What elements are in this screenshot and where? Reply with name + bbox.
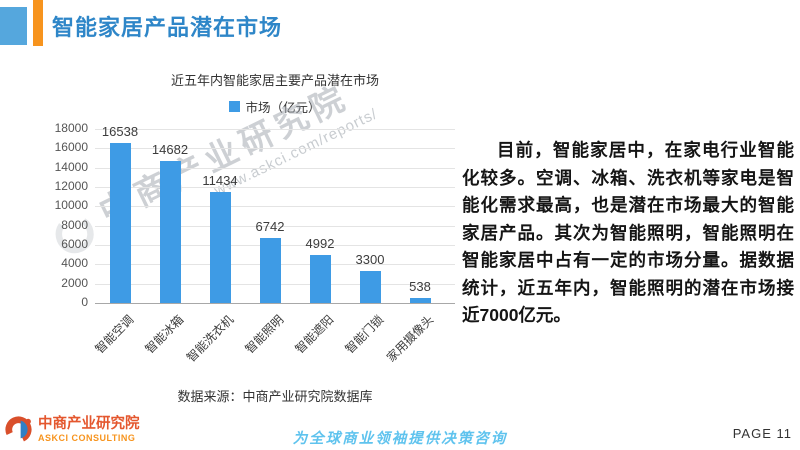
header-accent-blue-square [0,7,27,45]
legend-label: 市场（亿元） [245,101,321,115]
bar-value-label: 3300 [355,252,385,268]
bar [309,254,331,303]
gridline [95,167,455,169]
data-source-note: 数据来源：中商产业研究院数据库 [177,389,373,404]
company-logo: 中商产业研究院 ASKCI CONSULTING [5,416,140,443]
x-axis-label: 智能门锁 [342,312,387,357]
page-title: 智能家居产品潜在市场 [52,15,283,40]
bar-value-label: 538 [409,278,431,294]
bar-value-label: 14682 [151,142,189,158]
y-axis-tick-label: 4000 [61,256,88,271]
company-logo-icon [5,416,32,443]
bar [209,192,231,303]
x-axis-label: 智能照明 [242,312,287,357]
x-axis-label: 智能空调 [92,312,137,357]
x-axis-label: 智能洗衣机 [183,312,237,365]
gridline [95,225,455,227]
chart-title: 近五年内智能家居主要产品潜在市场 [170,73,379,88]
x-axis-label: 智能冰箱 [142,312,187,357]
analysis-paragraph: 目前，智能家居中，在家电行业智能化较多。空调、冰箱、洗衣机等家电是智能化需求最高… [462,140,794,325]
x-axis-label: 家用摄像头 [383,312,437,365]
bar [259,237,281,303]
bar [409,297,431,303]
bar [159,161,181,303]
y-axis-tick-label: 14000 [54,159,88,174]
company-name-en: ASKCI CONSULTING [38,432,136,443]
bar-chart: 近五年内智能家居主要产品潜在市场 市场（亿元） 中商产业研究院 www.askc… [40,60,470,415]
y-axis-tick-label: 0 [81,295,88,309]
y-axis-tick-label: 6000 [61,237,88,251]
y-axis-tick-label: 18000 [54,121,88,135]
footer-tagline: 为全球商业领袖提供决策咨询 [292,431,508,447]
gridline [95,129,455,130]
bar [109,143,131,303]
company-logo-text: 中商产业研究院 ASKCI CONSULTING [38,416,140,443]
y-axis-tick-label: 10000 [54,198,88,213]
y-axis-tick-label: 8000 [61,217,88,232]
y-axis-tick-label: 12000 [54,179,88,193]
y-axis-tick-label: 2000 [61,275,88,290]
bar-value-label: 6742 [255,218,285,234]
x-axis-label: 智能遮阳 [292,312,337,357]
page-number: PAGE 11 [732,426,792,441]
gridline [95,206,455,208]
legend-swatch-icon [229,101,241,112]
bar-value-label: 16538 [101,124,139,140]
gridline [95,187,455,188]
plot-area: 16538 14682 11434 6742 4992 3300 538 [95,124,455,304]
y-axis-tick-label: 16000 [54,140,88,155]
header-accent-orange-bar [33,0,43,46]
chart-legend: 市场（亿元） [95,97,455,116]
bar-value-label: 4992 [305,235,335,251]
bar-value-label: 11434 [202,173,238,189]
company-name: 中商产业研究院 [38,416,140,433]
gridline [95,148,455,150]
bar [359,271,381,303]
